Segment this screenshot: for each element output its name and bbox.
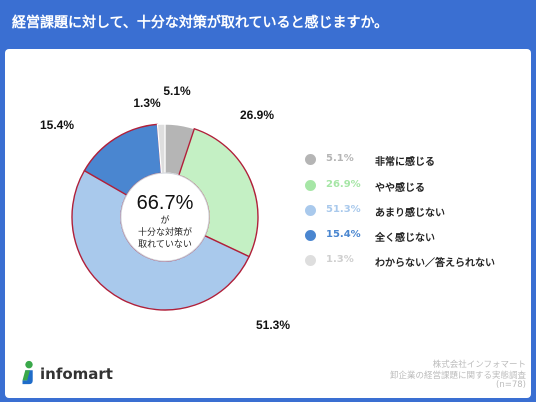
legend-pct: 15.4% [326, 229, 361, 240]
legend-label: 全く感じない [375, 233, 435, 244]
legend-dot-icon [305, 154, 316, 165]
legend-dot-icon [305, 205, 316, 216]
legend-label: わからない／答えられない [375, 258, 495, 269]
center-line3: 取れていない [138, 239, 192, 250]
chart-card: 66.7% が 十分な対策が 取れていない 5.1% 26.9% 51.3% 15.4… [5, 49, 531, 398]
data-label: 51.3% [256, 318, 290, 332]
legend-dot-icon [305, 255, 316, 266]
page-title: 経営課題に対して、十分な対策が取れていると感じますか。 [12, 15, 389, 31]
donut-chart: 66.7% が 十分な対策が 取れていない 5.1% 26.9% 51.3% 15.4… [40, 84, 290, 332]
credit-sample-size: (n=78) [496, 380, 526, 390]
title-bar: 経営課題に対して、十分な対策が取れていると感じますか。 [0, 0, 536, 50]
legend-label: やや感じる [375, 183, 425, 194]
credit-survey: 卸企業の経営課題に関する実態調査 [389, 371, 526, 381]
logo-text: infomart [40, 365, 113, 383]
data-label: 5.1% [163, 84, 191, 98]
center-line1: が [160, 214, 169, 226]
infomart-person-icon [22, 360, 33, 385]
center-value: 66.7% [137, 192, 194, 214]
legend-label: 非常に感じる [375, 157, 435, 168]
legend-pct: 26.9% [326, 179, 361, 190]
center-line2: 十分な対策が [138, 226, 192, 238]
legend-dot-icon [305, 230, 316, 241]
data-label: 15.4% [40, 118, 74, 132]
legend-pct: 1.3% [326, 254, 354, 265]
legend-dot-icon [305, 180, 316, 191]
legend-label: あまり感じない [375, 208, 445, 219]
legend-pct: 51.3% [326, 204, 361, 215]
legend-pct: 5.1% [326, 153, 354, 164]
credit-company: 株式会社インフォマート [432, 360, 526, 370]
donut-center-circle [120, 172, 210, 262]
data-label: 1.3% [133, 96, 161, 110]
data-label: 26.9% [240, 108, 274, 122]
